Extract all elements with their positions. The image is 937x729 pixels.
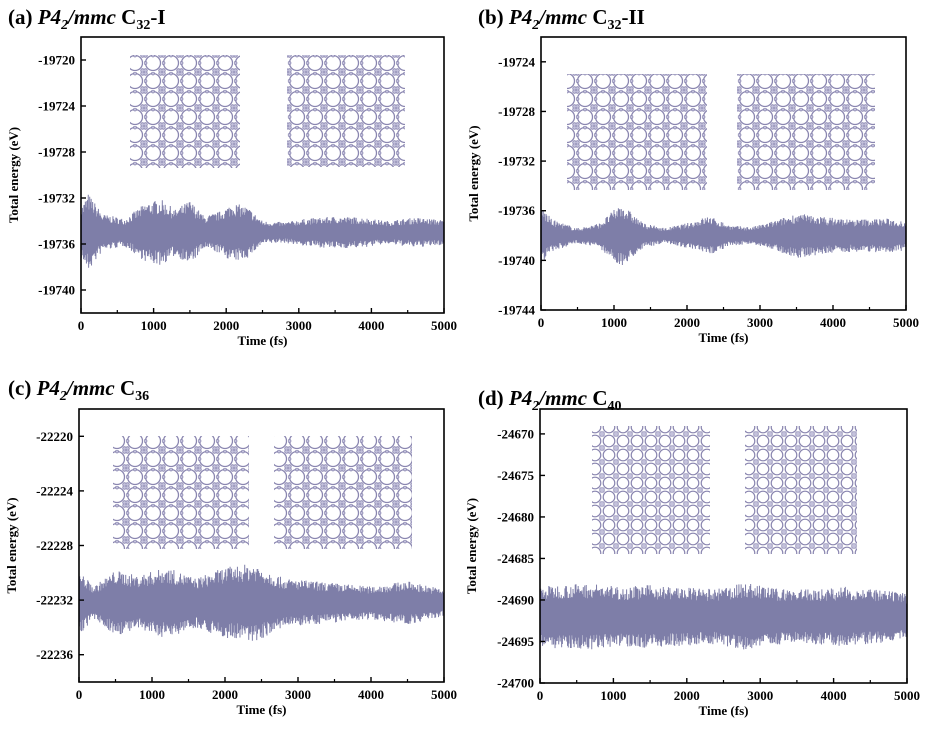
panel-1: (b) P42/mmc C32-II 0 1000 2000 3000 4000 5000 -…: [466, 5, 919, 345]
x-axis-label: Time (fs): [699, 330, 749, 345]
y-tick-label: -24685: [497, 551, 534, 566]
x-tick-label: 5000: [431, 318, 457, 333]
x-tick-label: 0: [78, 318, 85, 333]
x-axis-label: Time (fs): [238, 333, 288, 348]
energy-series-line: [539, 584, 908, 650]
y-tick-label: -22224: [36, 483, 73, 498]
x-tick-label: 3000: [747, 315, 773, 330]
panel-title: (c) P42/mmc C36: [8, 376, 149, 404]
x-tick-label: 2000: [213, 318, 239, 333]
structure-inset-1: [287, 55, 405, 167]
y-tick-label: -24670: [497, 426, 534, 441]
x-tick-label: 4000: [821, 688, 847, 703]
y-axis-label: Total energy (eV): [6, 127, 21, 223]
x-tick-label: 2000: [674, 315, 700, 330]
y-tick-label: -19728: [498, 104, 535, 119]
x-tick-label: 5000: [893, 315, 919, 330]
y-tick-label: -19724: [498, 54, 535, 69]
y-axis-label: Total energy (eV): [464, 498, 479, 594]
y-tick-label: -19732: [498, 154, 535, 169]
y-tick-label: -19736: [38, 237, 75, 252]
x-tick-label: 1000: [601, 315, 627, 330]
energy-series-line: [78, 564, 445, 641]
x-tick-label: 3000: [285, 687, 311, 702]
x-tick-label: 1000: [141, 318, 167, 333]
x-tick-label: 3000: [286, 318, 312, 333]
y-tick-label: -19732: [38, 191, 75, 206]
y-axis-label: Total energy (eV): [466, 125, 481, 221]
x-tick-label: 0: [76, 687, 83, 702]
structure-inset-1: [737, 74, 875, 190]
structure-inset-0: [113, 436, 249, 549]
y-tick-label: -22236: [36, 647, 73, 662]
energy-series-line: [540, 208, 907, 265]
x-tick-label: 4000: [358, 687, 384, 702]
x-tick-label: 5000: [431, 687, 457, 702]
y-tick-label: -19720: [38, 53, 75, 68]
x-tick-label: 0: [537, 688, 544, 703]
structure-inset-0: [592, 426, 710, 554]
x-tick-label: 0: [538, 315, 545, 330]
y-tick-label: -19740: [38, 283, 75, 298]
x-tick-label: 2000: [674, 688, 700, 703]
y-tick-label: -19740: [498, 253, 535, 268]
y-tick-label: -22220: [36, 429, 73, 444]
y-tick-label: -24695: [497, 634, 534, 649]
x-tick-label: 3000: [747, 688, 773, 703]
x-tick-label: 5000: [894, 688, 920, 703]
x-tick-label: 4000: [358, 318, 384, 333]
panel-3: (d) P42/mmc C40 0 1000 2000 3000 4000 5000 -247…: [464, 386, 920, 718]
y-tick-label: -19736: [498, 203, 535, 218]
panel-title: (b) P42/mmc C32-II: [478, 5, 645, 33]
panel-title: (a) P42/mmc C32-I: [8, 5, 166, 33]
x-tick-label: 2000: [212, 687, 238, 702]
x-axis-label: Time (fs): [237, 702, 287, 717]
structure-inset-0: [567, 74, 707, 190]
structure-inset-1: [274, 436, 412, 549]
y-tick-label: -24675: [497, 468, 534, 483]
energy-series-line: [80, 194, 445, 268]
x-tick-label: 1000: [139, 687, 165, 702]
x-tick-label: 4000: [820, 315, 846, 330]
panel-0: (a) P42/mmc C32-I 0 1000 2000 3000 4000 5000 -1…: [6, 5, 457, 348]
y-tick-label: -24680: [497, 509, 534, 524]
y-axis-label: Total energy (eV): [4, 497, 19, 593]
y-tick-label: -19728: [38, 145, 75, 160]
y-tick-label: -19724: [38, 99, 75, 114]
panel-title: (d) P42/mmc C40: [478, 386, 622, 414]
x-tick-label: 1000: [600, 688, 626, 703]
y-tick-label: -24700: [497, 676, 534, 691]
structure-inset-1: [745, 426, 857, 554]
y-tick-label: -19744: [498, 303, 535, 318]
x-axis-label: Time (fs): [699, 703, 749, 718]
y-tick-label: -22232: [36, 593, 73, 608]
y-tick-label: -22228: [36, 538, 73, 553]
y-tick-label: -24690: [497, 592, 534, 607]
structure-inset-0: [130, 55, 240, 168]
panel-2: (c) P42/mmc C36 0 1000 2000 3000 4000 5000 -222…: [4, 376, 457, 717]
